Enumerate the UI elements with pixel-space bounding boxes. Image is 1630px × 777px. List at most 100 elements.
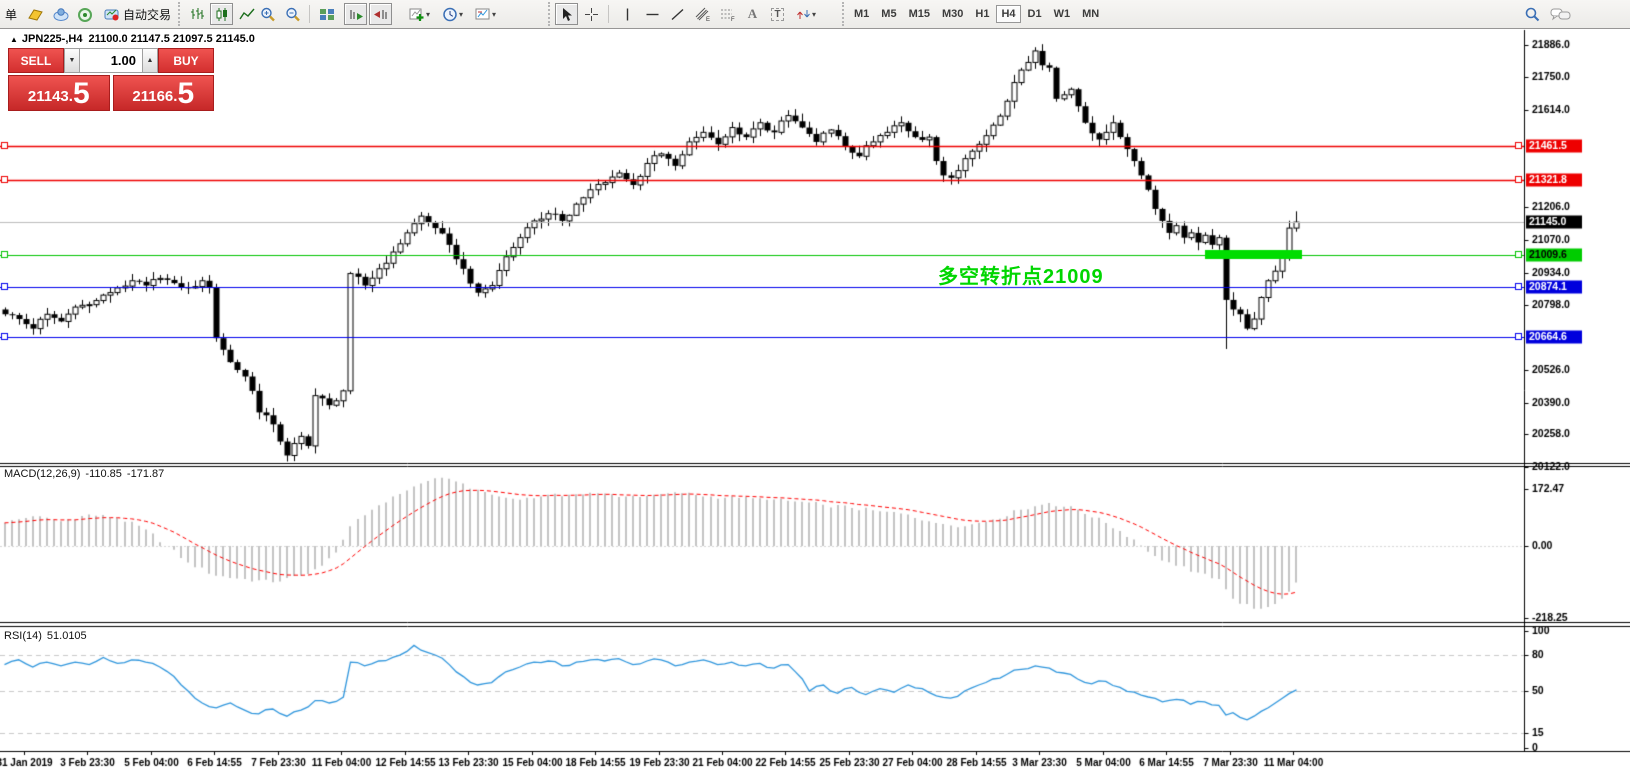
templates-button[interactable]: ▾ [470, 3, 501, 25]
collapse-panel-icon[interactable]: ▲ [10, 35, 18, 44]
rsi-value: 51.0105 [46, 630, 87, 642]
autotrading-icon [104, 9, 119, 21]
autotrading-label: 自动交易 [123, 7, 172, 22]
signals-icon [78, 7, 93, 22]
timeframe-m30-button[interactable]: M30 [937, 5, 968, 23]
sell-price-big-digit: 5 [72, 77, 90, 110]
chart-shift-button[interactable] [369, 3, 392, 25]
text-tool-icon: A [747, 6, 758, 21]
toolbar-group-right [1520, 2, 1577, 26]
toolbar-group-standard: 单 自动交易 [0, 2, 176, 26]
dropdown-caret-icon: ▾ [812, 9, 817, 19]
label-button[interactable]: T [766, 3, 789, 25]
calendar-icon [28, 8, 43, 21]
candlestick-icon [216, 7, 227, 21]
candlestick-chart-button[interactable] [210, 3, 233, 25]
calendar-button[interactable] [24, 3, 47, 25]
chart-shift-icon [373, 9, 386, 19]
vertical-line-icon [626, 8, 629, 20]
indicators-button[interactable]: ▾ [404, 3, 435, 25]
horizontal-line-button[interactable] [641, 3, 664, 25]
fibo-letter: F [731, 17, 735, 22]
chat-icon [1550, 8, 1571, 20]
community-icon [53, 7, 69, 21]
rsi-indicator-name: RSI(14) [4, 630, 42, 642]
line-chart-icon [238, 8, 255, 19]
vertical-line-button[interactable] [616, 3, 639, 25]
zoom-out-button[interactable] [281, 3, 304, 25]
trendline-button[interactable] [666, 3, 689, 25]
bar-chart-button[interactable] [185, 3, 208, 25]
bar-chart-icon [190, 7, 204, 19]
buy-price-box[interactable]: 21166. 5 [112, 75, 214, 111]
timeframe-mn-button[interactable]: MN [1077, 5, 1104, 23]
macd-signal-value: -171.87 [126, 468, 165, 480]
line-chart-button[interactable] [235, 3, 258, 25]
sell-price-main: 21143 [27, 88, 69, 105]
tile-windows-icon [319, 8, 334, 20]
symbol-ohlc-values: 21100.0 21147.5 21097.5 21145.0 [88, 33, 255, 45]
chart-text-annotation[interactable]: 多空转折点21009 [938, 266, 1104, 288]
timeframe-m5-button[interactable]: M5 [876, 5, 901, 23]
search-button[interactable] [1520, 3, 1543, 25]
templates-icon [475, 8, 490, 19]
text-button[interactable]: A [741, 3, 764, 25]
toolbar-separator [608, 5, 609, 23]
arrows-button[interactable]: ▾ [791, 3, 821, 25]
sell-button[interactable]: SELL [8, 48, 64, 73]
zoom-in-button[interactable] [256, 3, 279, 25]
toolbar-group-zoom [256, 2, 338, 26]
cursor-button[interactable] [555, 3, 578, 25]
toolbar-separator [309, 5, 310, 23]
one-click-trading-panel: SELL ▼ 1.00 ▲ BUY 21143. 5 21166. 5 [8, 48, 214, 111]
tile-windows-button[interactable] [315, 3, 338, 25]
autoscroll-button[interactable] [344, 3, 367, 25]
channel-letter: E [706, 17, 710, 22]
timeframe-m1-button[interactable]: M1 [849, 5, 874, 23]
channel-icon: E [695, 7, 710, 22]
autoscroll-icon [350, 9, 363, 20]
timeframe-h4-button[interactable]: H4 [996, 5, 1021, 23]
dropdown-caret-icon: ▾ [459, 9, 464, 19]
new-order-label: 单 [5, 7, 18, 22]
volume-input[interactable]: 1.00 [80, 48, 142, 73]
indicators-icon [409, 8, 424, 21]
macd-main-value: -110.85 [85, 468, 122, 480]
zoom-out-icon [285, 7, 300, 21]
periods-button[interactable]: ▾ [437, 3, 468, 25]
timeframe-d1-button[interactable]: D1 [1023, 5, 1047, 23]
dropdown-caret-icon: ▾ [426, 9, 431, 19]
macd-pane-label: MACD(12,26,9) -110.85 -171.87 [4, 468, 164, 480]
timeframe-w1-button[interactable]: W1 [1049, 5, 1076, 23]
toolbar-group-timeframes: M1 M5 M15 M30 H1 H4 D1 W1 MN [842, 2, 1104, 26]
toolbar-group-scroll [344, 2, 392, 26]
new-order-button[interactable]: 单 [0, 3, 22, 25]
buy-price-main: 21166 [132, 88, 174, 105]
volume-increase-button[interactable]: ▲ [142, 48, 158, 73]
autotrading-button[interactable]: 自动交易 [99, 3, 176, 25]
label-tool-icon: T [771, 7, 784, 21]
sell-price-dot: . [68, 88, 73, 105]
crosshair-icon [585, 7, 598, 21]
toolbar-group-setup: ▾ ▾ ▾ [404, 2, 501, 26]
crosshair-button[interactable] [580, 3, 603, 25]
toolbar-group-cursor [548, 2, 612, 26]
horizontal-line-icon [646, 13, 659, 15]
trendline-icon [671, 8, 684, 20]
buy-button[interactable]: BUY [158, 48, 214, 73]
signals-button[interactable] [74, 3, 97, 25]
macd-indicator-name: MACD(12,26,9) [4, 468, 81, 480]
channel-button[interactable]: E [691, 3, 714, 25]
toolbar: 单 自动交易 ▾ ▾ ▾ [0, 0, 1630, 29]
zoom-in-icon [260, 7, 275, 21]
sell-price-box[interactable]: 21143. 5 [8, 75, 110, 111]
chat-button[interactable] [1545, 3, 1577, 25]
symbol-header: ▲ JPN225-,H4 21100.0 21147.5 21097.5 21145… [10, 33, 255, 45]
timeframe-m15-button[interactable]: M15 [904, 5, 935, 23]
fibonacci-button[interactable]: F [716, 3, 739, 25]
volume-decrease-button[interactable]: ▼ [64, 48, 80, 73]
timeframe-h1-button[interactable]: H1 [970, 5, 994, 23]
community-button[interactable] [49, 3, 72, 25]
